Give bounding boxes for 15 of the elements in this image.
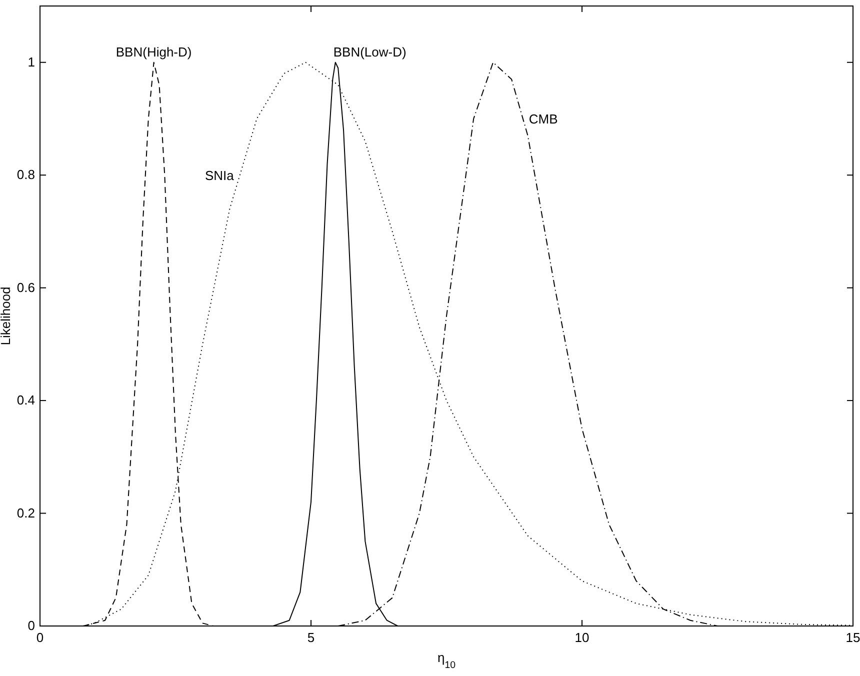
y-tick-label: 0.6 (16, 280, 35, 295)
y-tick-label: 0.8 (16, 167, 35, 182)
y-axis-title: Likelihood (0, 286, 13, 346)
series-label: CMB (528, 112, 558, 127)
x-tick-label: 10 (574, 630, 590, 645)
x-tick-label: 15 (846, 630, 860, 645)
x-axis-title: η$_{10}$ (437, 650, 456, 670)
series-label: SNIa (204, 168, 235, 184)
series-label: BBN(Low-D) (333, 44, 406, 60)
y-tick-label: 0 (28, 618, 35, 633)
series-label: BBN(High-D) (116, 44, 192, 60)
y-tick-label: 0.2 (16, 505, 35, 520)
y-tick-label: 1 (28, 54, 35, 70)
x-tick-label: 5 (307, 630, 315, 645)
y-tick-label: 0.4 (16, 392, 35, 408)
